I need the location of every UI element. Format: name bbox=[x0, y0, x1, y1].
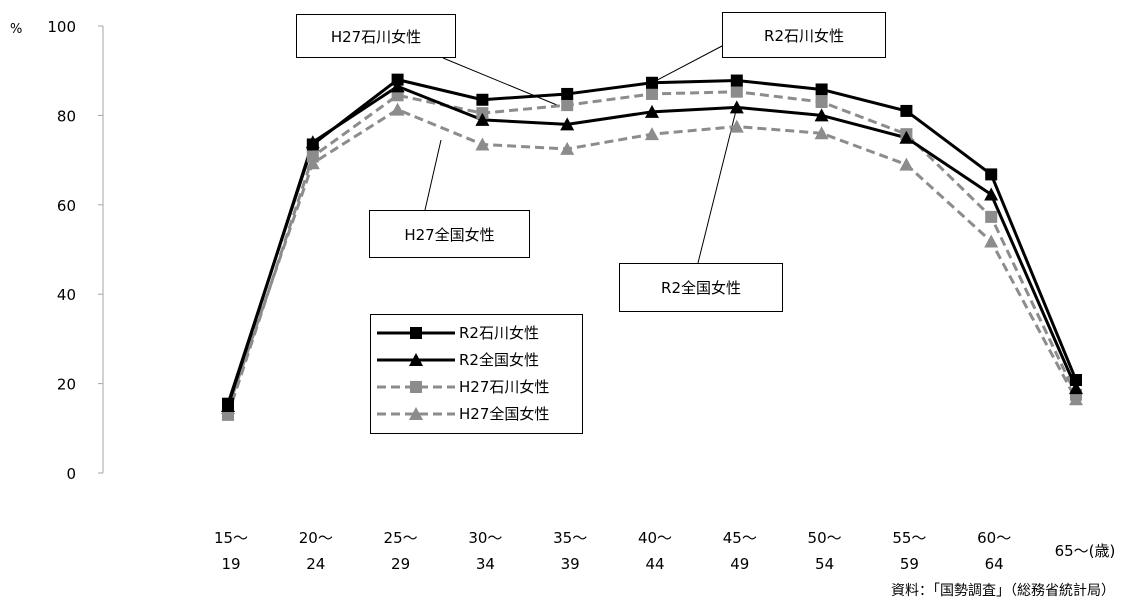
y-axis-unit: % bbox=[10, 22, 22, 37]
data-point-square bbox=[985, 168, 998, 181]
callout-h27-zenkoku: H27全国女性 bbox=[369, 210, 530, 258]
x-tick-label: 25～ bbox=[384, 529, 418, 547]
data-point-triangle bbox=[814, 108, 829, 122]
x-tick-label: 60～ bbox=[977, 529, 1011, 547]
data-point-square bbox=[815, 83, 828, 96]
legend-swatch-square-solid-icon bbox=[377, 326, 455, 339]
x-tick-label: 19 bbox=[221, 555, 240, 573]
chart-axes: 0 20 40 60 80 100% 15～ 19 20～ 24 25～ 29 30～ 34 35～ 39 40… bbox=[10, 18, 1115, 573]
legend-swatch-triangle-solid-icon bbox=[377, 352, 455, 366]
series-line bbox=[226, 90, 1078, 416]
x-tick-label: 54 bbox=[815, 555, 834, 573]
data-point-triangle bbox=[305, 156, 320, 170]
data-point-square bbox=[222, 397, 234, 410]
data-point-square bbox=[815, 95, 828, 108]
x-tick-label: 59 bbox=[900, 555, 919, 573]
callout-leader-lines bbox=[424, 45, 738, 264]
data-point-triangle bbox=[645, 127, 659, 141]
x-tick-label: 29 bbox=[391, 555, 410, 573]
data-point-triangle bbox=[899, 130, 914, 144]
x-tick-label: 40～ bbox=[638, 529, 672, 547]
data-point-triangle bbox=[390, 79, 405, 93]
legend-swatch-square-dashed-icon bbox=[377, 380, 455, 393]
callout-r2-ishikawa: R2石川女性 bbox=[722, 12, 886, 58]
data-point-square bbox=[900, 104, 913, 117]
data-point-triangle bbox=[390, 102, 405, 116]
callout-leader-line bbox=[651, 45, 723, 84]
y-tick-label: 20 bbox=[57, 376, 76, 394]
callout-h27-ishikawa: H27石川女性 bbox=[296, 14, 456, 58]
data-point-triangle bbox=[560, 141, 575, 155]
data-point-triangle bbox=[1069, 381, 1083, 395]
y-tick-label: 40 bbox=[57, 286, 76, 304]
y-tick-label: 60 bbox=[57, 197, 76, 215]
x-tick-label: 44 bbox=[645, 555, 664, 573]
data-point-triangle bbox=[984, 187, 999, 201]
data-point-square bbox=[476, 93, 489, 106]
x-tick-label: 39 bbox=[561, 555, 580, 573]
data-point-triangle bbox=[645, 104, 659, 118]
data-point-square bbox=[985, 210, 998, 223]
data-point-square bbox=[730, 85, 743, 98]
x-tick-label: 24 bbox=[306, 555, 325, 573]
legend-swatch-triangle-dashed-icon bbox=[377, 406, 455, 420]
legend-item-h27-ishikawa: H27石川女性 bbox=[371, 373, 582, 400]
callout-leader-line bbox=[697, 107, 738, 264]
data-point-triangle bbox=[814, 126, 829, 140]
x-tick-label: 34 bbox=[476, 555, 495, 573]
legend-item-h27-zenkoku: H27全国女性 bbox=[371, 400, 582, 427]
x-tick-label: 65～(歳) bbox=[1055, 542, 1116, 560]
data-point-triangle bbox=[475, 137, 490, 151]
data-point-triangle bbox=[475, 112, 490, 126]
data-point-triangle bbox=[984, 234, 999, 248]
y-tick-label: 0 bbox=[66, 465, 76, 483]
data-point-triangle bbox=[729, 100, 744, 114]
data-point-square bbox=[561, 99, 574, 112]
legend: R2石川女性 R2全国女性 H27石川女性 H27全国女性 bbox=[370, 314, 583, 434]
data-point-square bbox=[1070, 374, 1082, 387]
x-tick-label: 30～ bbox=[468, 529, 502, 547]
data-point-square bbox=[306, 138, 319, 151]
source-note: 資料：「国勢調査」（総務省統計局） bbox=[891, 583, 1115, 599]
callout-leader-line bbox=[424, 139, 442, 211]
data-point-square bbox=[730, 74, 743, 87]
x-tick-label: 35～ bbox=[553, 529, 587, 547]
data-point-square bbox=[391, 73, 404, 86]
x-tick-label: 55～ bbox=[892, 529, 926, 547]
y-tick-label: 80 bbox=[57, 107, 76, 125]
series-markers bbox=[221, 73, 1083, 421]
legend-item-r2-zenkoku: R2全国女性 bbox=[371, 346, 582, 373]
y-tick-label: 100 bbox=[47, 18, 76, 36]
legend-label: H27石川女性 bbox=[459, 378, 550, 396]
data-point-triangle bbox=[729, 119, 744, 133]
x-tick-label: 49 bbox=[730, 555, 749, 573]
data-point-square bbox=[306, 150, 319, 163]
data-point-square bbox=[646, 76, 658, 89]
x-tick-label: 15～ bbox=[214, 529, 248, 547]
legend-item-r2-ishikawa: R2石川女性 bbox=[371, 319, 582, 346]
data-point-square bbox=[646, 87, 658, 100]
x-tick-label: 20～ bbox=[299, 529, 333, 547]
data-point-square bbox=[561, 87, 574, 100]
data-point-triangle bbox=[560, 117, 575, 131]
x-tick-label: 50～ bbox=[808, 529, 842, 547]
x-tick-label: 64 bbox=[985, 555, 1004, 573]
data-point-triangle bbox=[899, 157, 914, 171]
legend-label: H27全国女性 bbox=[459, 405, 550, 423]
x-tick-label: 45～ bbox=[723, 529, 757, 547]
legend-label: R2全国女性 bbox=[459, 351, 539, 369]
callout-r2-zenkoku: R2全国女性 bbox=[619, 263, 783, 312]
legend-label: R2石川女性 bbox=[459, 324, 539, 342]
series-line bbox=[226, 108, 1078, 409]
